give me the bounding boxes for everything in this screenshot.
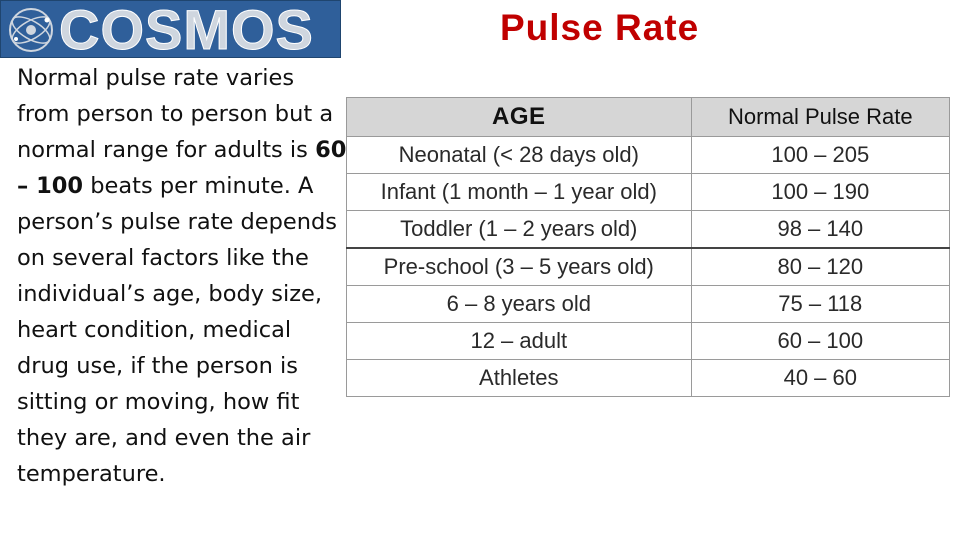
rate-cell: 80 – 120: [690, 247, 951, 286]
age-cell: Infant (1 month – 1 year old): [346, 173, 692, 211]
age-cell: Toddler (1 – 2 years old): [346, 210, 692, 249]
rate-cell: 75 – 118: [690, 285, 951, 323]
page-title: Pulse Rate: [500, 7, 700, 48]
age-cell: Athletes: [346, 359, 692, 397]
cosmos-logo: COSMOS: [0, 0, 341, 58]
age-cell: 6 – 8 years old: [346, 285, 692, 323]
header-age: AGE: [346, 97, 692, 137]
table-row: Infant (1 month – 1 year old) 100 – 190: [346, 173, 951, 211]
rate-cell: 40 – 60: [690, 359, 951, 397]
table-row: 12 – adult 60 – 100: [346, 322, 951, 360]
age-cell: Pre-school (3 – 5 years old): [346, 247, 692, 286]
orbit-logo-icon: [9, 8, 53, 52]
paragraph-text-2: beats per minute. A person’s pulse rate …: [17, 173, 338, 487]
rate-cell: 100 – 205: [690, 136, 951, 174]
paragraph-bold-range: 60 – 100: [17, 137, 347, 199]
age-cell: Neonatal (< 28 days old): [346, 136, 692, 174]
table-row: Toddler (1 – 2 years old) 98 – 140: [346, 210, 951, 249]
table-row: Pre-school (3 – 5 years old) 80 – 120: [346, 247, 951, 286]
age-cell: 12 – adult: [346, 322, 692, 360]
rate-cell: 98 – 140: [690, 210, 951, 249]
logo-text: COSMOS: [59, 0, 314, 61]
rate-cell: 100 – 190: [690, 173, 951, 211]
table-header-row: AGE Normal Pulse Rate: [346, 97, 951, 137]
table-row: 6 – 8 years old 75 – 118: [346, 285, 951, 323]
table-row: Athletes 40 – 60: [346, 359, 951, 397]
rate-cell: 60 – 100: [690, 322, 951, 360]
paragraph-text-1: Normal pulse rate varies from person to …: [17, 65, 334, 163]
description-paragraph: Normal pulse rate varies from person to …: [17, 60, 347, 492]
header-normal-pulse-rate: Normal Pulse Rate: [690, 97, 951, 137]
pulse-rate-table: AGE Normal Pulse Rate Neonatal (< 28 day…: [346, 97, 951, 397]
table-row: Neonatal (< 28 days old) 100 – 205: [346, 136, 951, 174]
